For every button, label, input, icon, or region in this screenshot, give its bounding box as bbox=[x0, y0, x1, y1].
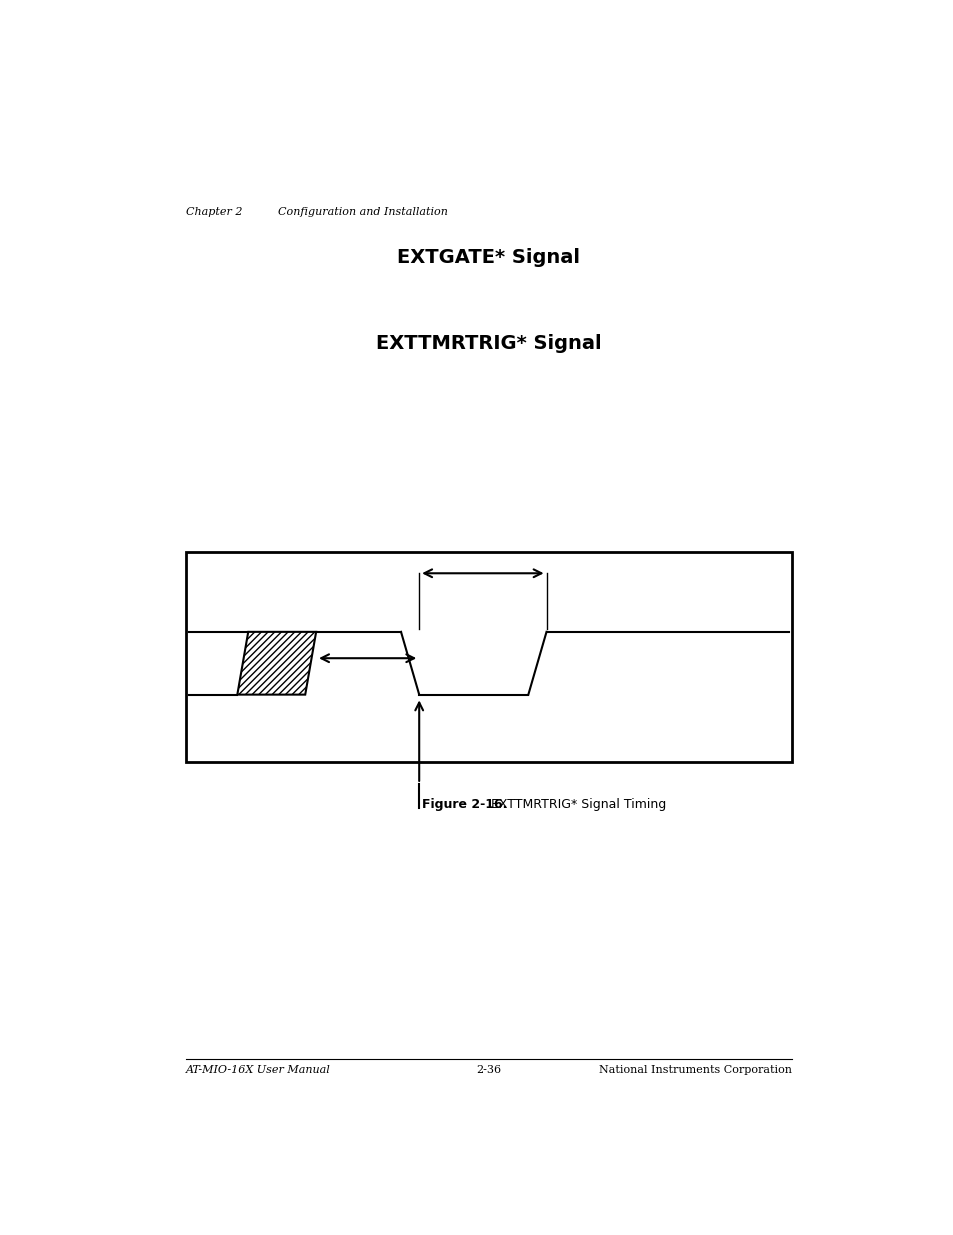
FancyBboxPatch shape bbox=[186, 552, 791, 762]
Text: Figure 2-16.: Figure 2-16. bbox=[422, 798, 507, 810]
Polygon shape bbox=[237, 632, 315, 694]
Text: National Instruments Corporation: National Instruments Corporation bbox=[598, 1065, 791, 1074]
Text: AT-MIO-16X User Manual: AT-MIO-16X User Manual bbox=[186, 1065, 330, 1074]
Text: EXTTMRTRIG* Signal Timing: EXTTMRTRIG* Signal Timing bbox=[486, 798, 665, 810]
Text: EXTGATE* Signal: EXTGATE* Signal bbox=[397, 248, 579, 267]
Text: 2-36: 2-36 bbox=[476, 1065, 501, 1074]
Text: EXTTMRTRIG* Signal: EXTTMRTRIG* Signal bbox=[375, 333, 601, 353]
Text: Chapter 2: Chapter 2 bbox=[186, 207, 242, 217]
Text: Configuration and Installation: Configuration and Installation bbox=[278, 207, 448, 217]
